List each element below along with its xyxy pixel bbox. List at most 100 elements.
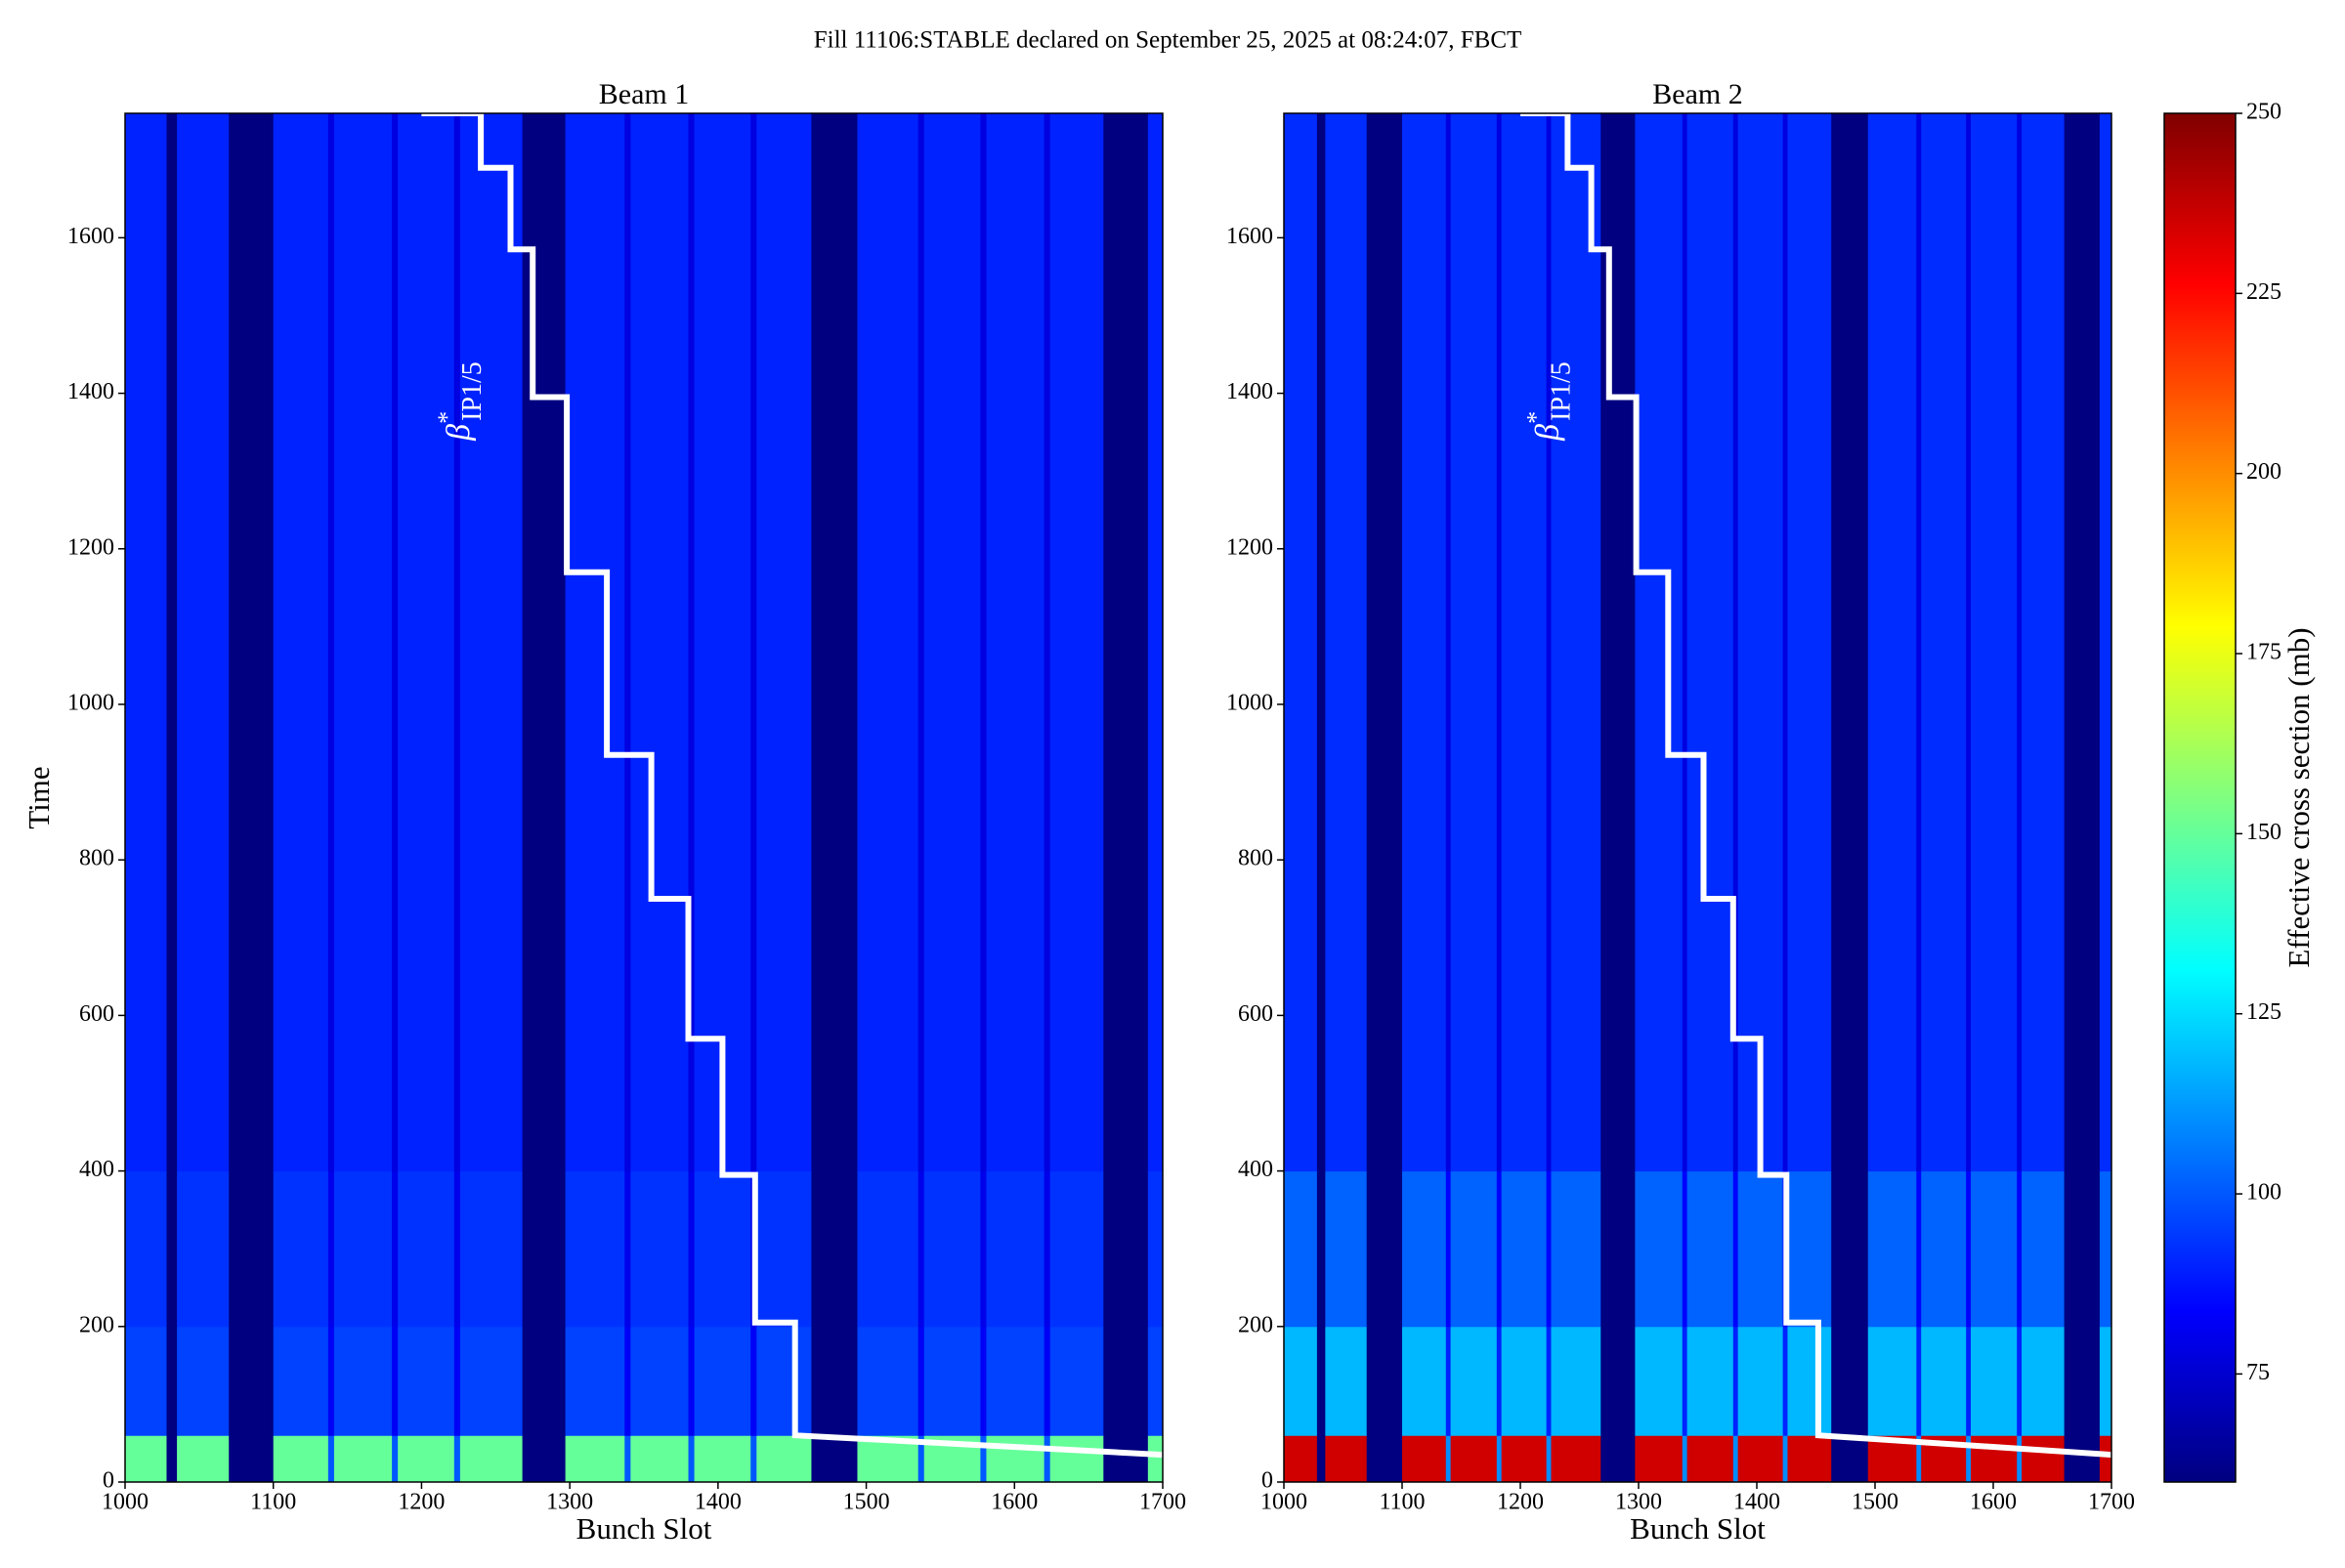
heatmap-cell [917, 113, 925, 1172]
heatmap-cell [1635, 1326, 1684, 1436]
y-tick-label: 600 [79, 1001, 114, 1027]
heatmap-cell [333, 1326, 393, 1436]
heatmap-cell [2022, 113, 2066, 1172]
annotation-sup: * [433, 411, 461, 424]
x-axis-label: Bunch Slot [576, 1511, 712, 1546]
heatmap-cell [694, 1170, 751, 1328]
heatmap-cell [177, 113, 230, 1172]
heatmap-cell [624, 113, 631, 1172]
heatmap-cell [1103, 113, 1149, 1172]
heatmap-cell [333, 1435, 393, 1482]
heatmap-cell [1732, 1170, 1739, 1328]
x-tick-label: 1000 [102, 1490, 149, 1515]
heatmap-cell [273, 1326, 329, 1436]
panel-title: Beam 2 [1652, 78, 1742, 110]
heatmap-cell [1445, 1326, 1452, 1436]
panel-title: Beam 1 [599, 78, 689, 110]
heatmap-cell [1732, 113, 1739, 1172]
heatmap-cell [459, 1170, 524, 1328]
colorbar [2163, 112, 2237, 1483]
heatmap-cell [1551, 1326, 1601, 1436]
heatmap-cell [1284, 1435, 1318, 1482]
colorbar-tick-label: 225 [2246, 279, 2281, 305]
heatmap-cell [1682, 113, 1688, 1172]
heatmap-cell [1049, 1435, 1104, 1482]
heatmap-cell [694, 1326, 751, 1436]
heatmap-cell [392, 1435, 399, 1482]
heatmap-cell [392, 1326, 399, 1436]
heatmap-cell [1044, 1435, 1051, 1482]
heatmap-cell [459, 113, 524, 1172]
heatmap-cell [1546, 1326, 1552, 1436]
heatmap-cell [1787, 1435, 1832, 1482]
heatmap-cell [1686, 1435, 1734, 1482]
heatmap-cell [624, 1326, 631, 1436]
heatmap-cell [1600, 113, 1636, 1172]
heatmap-cell [229, 1326, 275, 1436]
heatmap-cell [1831, 1435, 1869, 1482]
heatmap-cell [1445, 1435, 1452, 1482]
heatmap-cell [1501, 1326, 1548, 1436]
heatmap-cell [1966, 1170, 1972, 1328]
x-tick-label: 1600 [1970, 1490, 2017, 1515]
y-tick-label: 0 [103, 1468, 114, 1494]
heatmap-cell [453, 1326, 461, 1436]
heatmap-cell [2017, 1326, 2023, 1436]
heatmap-cell [630, 1326, 690, 1436]
heatmap-cell [1831, 113, 1869, 1172]
colorbar-label: Effective cross section (mb) [2281, 627, 2316, 967]
y-tick-label: 1200 [1226, 534, 1273, 560]
heatmap-cell [2064, 113, 2101, 1172]
heatmap-cell [1445, 113, 1452, 1172]
x-tick-label: 1500 [1852, 1490, 1898, 1515]
colorbar-tick-label: 100 [2246, 1180, 2281, 1206]
heatmap-cell [1325, 113, 1368, 1172]
heatmap-cell [1732, 1435, 1739, 1482]
heatmap-cell [624, 1435, 631, 1482]
heatmap-cell [1546, 1435, 1552, 1482]
heatmap-cell [923, 113, 981, 1172]
heatmap-cell [1732, 1326, 1739, 1436]
x-tick-label: 1100 [1379, 1490, 1425, 1515]
heatmap-cell [565, 113, 625, 1172]
x-tick-label: 1200 [398, 1490, 445, 1515]
x-tick-label: 1500 [843, 1490, 890, 1515]
heatmap-cell [522, 1435, 567, 1482]
heatmap-cell [166, 1170, 178, 1328]
heatmap-cell [125, 1435, 167, 1482]
heatmap-cell [1044, 113, 1051, 1172]
heatmap-cell [392, 1170, 399, 1328]
heatmap-cell [750, 1326, 757, 1436]
y-tick-label: 200 [79, 1312, 114, 1337]
heatmap-cell [756, 1170, 812, 1328]
heatmap-cell [166, 113, 178, 1172]
heatmap-cell [857, 1170, 919, 1328]
heatmap-cell [327, 1435, 335, 1482]
heatmap-cell [1635, 1170, 1684, 1328]
heatmap-cell [1686, 1326, 1734, 1436]
heatmap-cell [1546, 113, 1552, 1172]
heatmap-cell [1103, 1326, 1149, 1436]
heatmap-cell [1966, 1435, 1972, 1482]
heatmap-cell [333, 1170, 393, 1328]
heatmap-cell [1147, 1326, 1163, 1436]
heatmap-cell [1686, 1170, 1734, 1328]
heatmap-cell [1971, 1435, 2018, 1482]
heatmap-cell [1316, 1326, 1326, 1436]
heatmap: β*IP1/5 [1284, 113, 2111, 1482]
y-tick-label: 200 [1238, 1312, 1273, 1337]
heatmap-cell [1284, 1326, 1318, 1436]
heatmap-cell [1049, 1170, 1104, 1328]
heatmap-cell [986, 1435, 1045, 1482]
annotation-sub: IP1/5 [1547, 361, 1577, 421]
heatmap-cell [1325, 1170, 1368, 1328]
heatmap-cell [327, 113, 335, 1172]
annotation-symbol: β [441, 424, 477, 442]
heatmap-cell [688, 113, 696, 1172]
x-tick-label: 1000 [1260, 1490, 1307, 1515]
heatmap-cell [1971, 1326, 2018, 1436]
heatmap-cell [1551, 1170, 1601, 1328]
heatmap-cell [1867, 1170, 1917, 1328]
heatmap-cell [229, 1170, 275, 1328]
